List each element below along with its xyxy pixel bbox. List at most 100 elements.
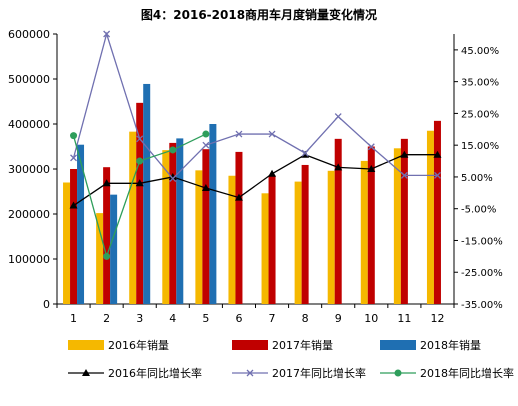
legend-label: 2018年同比增长率 [420,366,514,380]
line-point [400,171,408,179]
line-point [334,163,343,171]
bar [433,120,441,304]
right-tick-label: 5.00% [461,173,493,184]
line-point [201,184,210,192]
bar [294,181,302,304]
line-point [70,132,78,140]
x-tick-label: 11 [397,312,411,325]
line-point [103,30,111,38]
bar [77,144,85,304]
series-line [72,31,438,180]
right-tick-label: -25.00% [461,268,503,279]
line-point [69,201,78,209]
bar [235,151,243,304]
line-point [433,150,442,158]
legend-swatch [68,340,104,350]
line-point [102,179,111,187]
bar [367,146,375,304]
right-tick-label: -35.00% [461,300,503,311]
left-tick-label: 400000 [8,118,50,131]
bar [63,182,71,304]
legend-label: 2017年同比增长率 [272,366,366,380]
legend-marker [394,369,402,377]
line-point [103,252,111,260]
bar [169,142,177,304]
right-tick-label: -15.00% [461,236,503,247]
x-tick-label: 6 [235,312,242,325]
bar [400,138,408,304]
line-point [367,143,375,151]
bar [162,150,170,304]
x-tick-label: 9 [335,312,342,325]
bar [228,175,236,304]
right-tick-label: -5.00% [461,205,496,216]
legend-marker [246,369,254,377]
bar [209,124,217,304]
line-point [334,113,342,121]
line-point [268,130,276,138]
x-tick-label: 5 [202,312,209,325]
bar [103,167,111,304]
series-line [73,153,438,207]
bar [360,160,368,304]
chart-title: 图4：2016-2018商用车月度销量变化情况 [140,8,378,22]
line-point [433,171,441,179]
legend-marker [82,369,90,376]
line-point [168,172,177,180]
right-tick-label: 35.00% [461,78,499,89]
right-tick-label: 45.00% [461,46,499,57]
left-tick-label: 600000 [8,28,50,41]
bar [327,170,335,304]
x-tick-label: 12 [430,312,444,325]
line-point [169,175,177,182]
bar [261,193,269,304]
line-point [268,169,277,177]
x-tick-label: 2 [103,312,110,325]
line-point [136,135,144,143]
line-point [234,193,243,201]
line-point [70,154,78,162]
x-tick-label: 1 [70,312,77,325]
left-tick-label: 300000 [8,163,50,176]
legend-label: 2016年同比增长率 [108,366,202,380]
bar [301,164,309,304]
x-tick-label: 4 [169,312,176,325]
legend-label: 2018年销量 [420,338,481,352]
x-tick-label: 10 [364,312,378,325]
bar [96,213,104,304]
right-tick-label: 15.00% [461,141,499,152]
x-tick-label: 3 [136,312,143,325]
legend-label: 2017年销量 [272,338,333,352]
bar [393,148,401,304]
line-point [301,149,309,157]
left-tick-label: 500000 [8,73,50,86]
legend-swatch [380,340,416,350]
bar [268,175,276,304]
bar [143,83,151,304]
bar [195,170,203,304]
bar [202,149,210,304]
bar [176,138,184,304]
bar [129,131,137,304]
bar [110,194,118,304]
line-point [202,141,210,149]
line-point [135,179,144,187]
left-tick-label: 0 [43,298,50,311]
line-point [400,150,409,158]
right-tick-label: 25.00% [461,109,499,120]
line-point [169,146,177,154]
line-point [136,157,144,165]
line-point [367,165,376,172]
legend-label: 2016年销量 [108,338,169,352]
line-point [235,130,243,138]
left-tick-label: 100000 [8,253,50,266]
x-tick-label: 8 [302,312,309,325]
x-tick-label: 7 [269,312,276,325]
bar [136,102,144,304]
left-tick-label: 200000 [8,208,50,221]
bar [426,130,434,304]
bar [334,138,342,304]
line-point [202,130,210,138]
